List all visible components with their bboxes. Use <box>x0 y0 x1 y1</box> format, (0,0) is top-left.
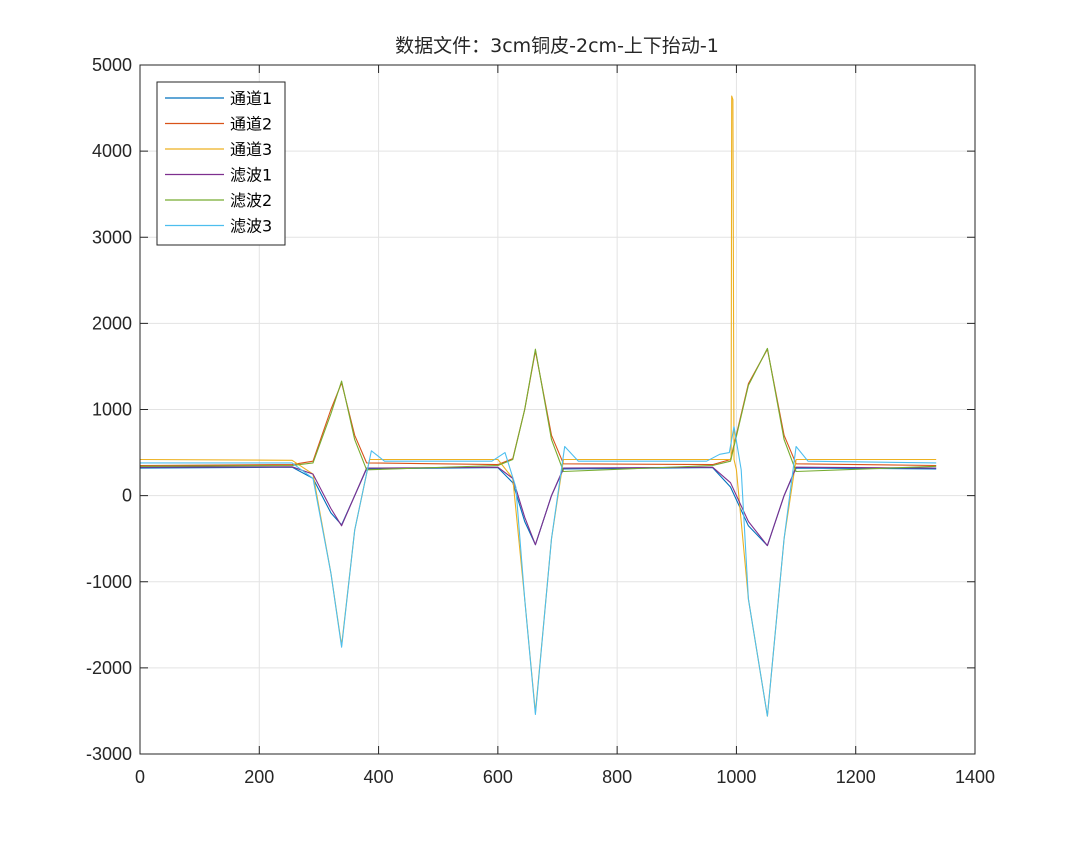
legend: 通道1 通道2 通道3 滤波1 滤波2 滤波3 <box>156 81 286 246</box>
series-line-4 <box>139 466 937 547</box>
y-tick-label: 5000 <box>92 55 132 75</box>
y-tick-label: -3000 <box>86 744 132 764</box>
x-tick-label: 1400 <box>955 767 995 787</box>
series-line-5 <box>139 347 937 473</box>
series-lines <box>139 95 937 717</box>
x-tick-label: 1200 <box>836 767 876 787</box>
y-tick-label: 4000 <box>92 141 132 161</box>
y-tick-label: 0 <box>122 486 132 506</box>
y-tick-label: 1000 <box>92 400 132 420</box>
legend-label: 通道2 <box>230 115 272 134</box>
x-tick-label: 600 <box>483 767 513 787</box>
legend-label: 滤波3 <box>230 217 272 236</box>
legend-box <box>156 81 286 246</box>
axis-ticks: 0 200 400 600 800 1000 1200 1400 -3000 -2000 -1000… <box>86 55 995 787</box>
y-tick-label: -1000 <box>86 572 132 592</box>
y-tick-label: 3000 <box>92 227 132 247</box>
chart-title: 数据文件：3cm铜皮-2cm-上下抬动-1 <box>395 35 719 57</box>
x-tick-label: 200 <box>244 767 274 787</box>
legend-label: 滤波1 <box>230 166 272 185</box>
x-tick-label: 0 <box>135 767 145 787</box>
x-tick-label: 800 <box>602 767 632 787</box>
y-tick-label: -2000 <box>86 658 132 678</box>
x-tick-label: 400 <box>364 767 394 787</box>
series-line-6 <box>140 426 937 717</box>
y-tick-label: 2000 <box>92 313 132 333</box>
legend-label: 通道1 <box>230 89 272 108</box>
x-tick-label: 1000 <box>716 767 756 787</box>
legend-label: 滤波2 <box>230 191 272 210</box>
legend-label: 通道3 <box>230 140 272 159</box>
